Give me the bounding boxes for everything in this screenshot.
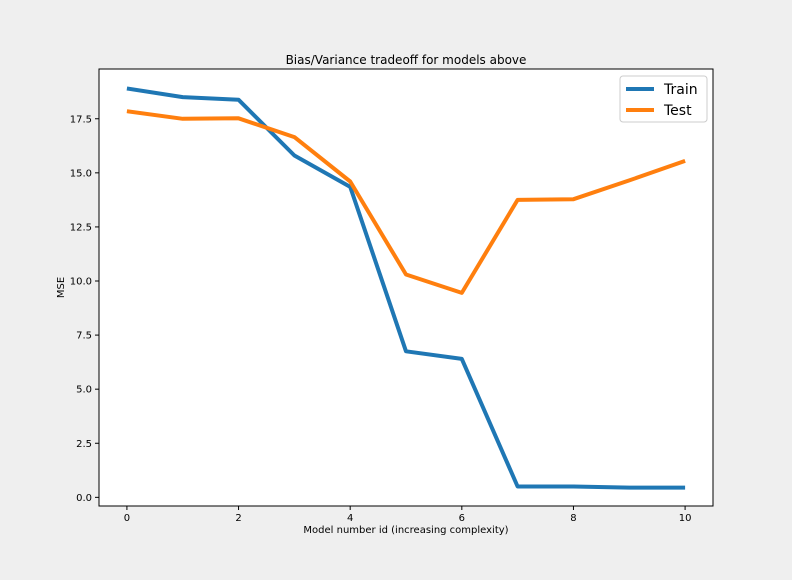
plot-area bbox=[98, 68, 714, 507]
x-tick-label: 2 bbox=[235, 513, 241, 524]
series-line-train bbox=[126, 86, 686, 490]
y-axis: 0.0 2.5 5.0 7.5 10.0 12.5 15.0 17.5 bbox=[70, 114, 99, 504]
x-tick-label: 4 bbox=[347, 513, 353, 524]
y-axis-label: MSE bbox=[56, 277, 67, 298]
y-tick-label: 12.5 bbox=[70, 222, 92, 233]
y-tick-label: 7.5 bbox=[76, 331, 92, 342]
legend-label-test: Test bbox=[663, 103, 692, 119]
chart-title: Bias/Variance tradeoff for models above bbox=[286, 53, 527, 67]
x-axis-label: Model number id (increasing complexity) bbox=[303, 525, 508, 536]
y-tick-label: 15.0 bbox=[70, 168, 92, 179]
y-tick-label: 17.5 bbox=[70, 114, 92, 125]
legend-label-train: Train bbox=[663, 82, 698, 98]
series-lines bbox=[126, 86, 686, 490]
y-tick-label: 0.0 bbox=[76, 493, 92, 504]
x-tick-label: 6 bbox=[459, 513, 465, 524]
y-tick-label: 10.0 bbox=[70, 277, 92, 288]
x-tick-label: 10 bbox=[679, 513, 692, 524]
y-tick-label: 5.0 bbox=[76, 385, 92, 396]
series-line-test bbox=[126, 109, 686, 295]
legend: Train Test bbox=[619, 75, 708, 123]
x-axis: 0 2 4 6 8 10 bbox=[124, 506, 692, 524]
x-tick-label: 0 bbox=[124, 513, 130, 524]
x-tick-label: 8 bbox=[570, 513, 576, 524]
y-tick-label: 2.5 bbox=[76, 439, 92, 450]
